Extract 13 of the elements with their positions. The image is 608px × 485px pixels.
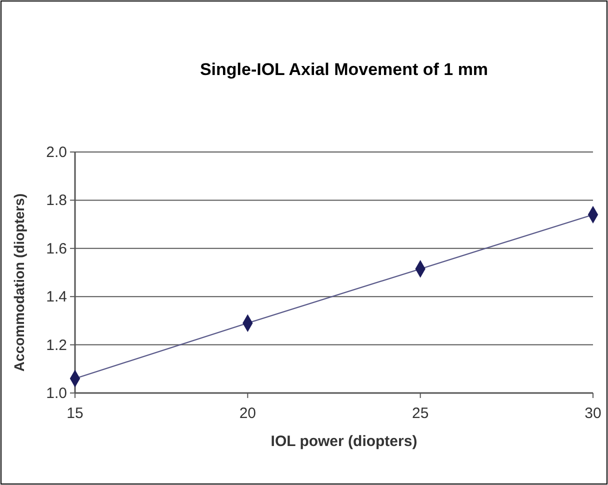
- x-tick-label: 25: [412, 405, 429, 422]
- y-axis-title: Accommodation (diopters): [11, 193, 27, 372]
- chart-title: Single-IOL Axial Movement of 1 mm: [200, 60, 488, 79]
- x-tick-label: 20: [239, 405, 256, 422]
- y-tick-label: 1.6: [46, 240, 67, 258]
- y-tick-label: 2.0: [46, 144, 67, 161]
- y-tick-label: 1.8: [46, 192, 67, 210]
- y-tick-label: 1.0: [46, 385, 67, 402]
- y-tick-label: 1.2: [46, 336, 67, 354]
- x-axis-title: IOL power (diopters): [270, 433, 418, 450]
- x-tick-label: 15: [66, 405, 84, 422]
- y-tick-label: 1.4: [46, 288, 67, 306]
- x-tick-label: 30: [584, 405, 602, 422]
